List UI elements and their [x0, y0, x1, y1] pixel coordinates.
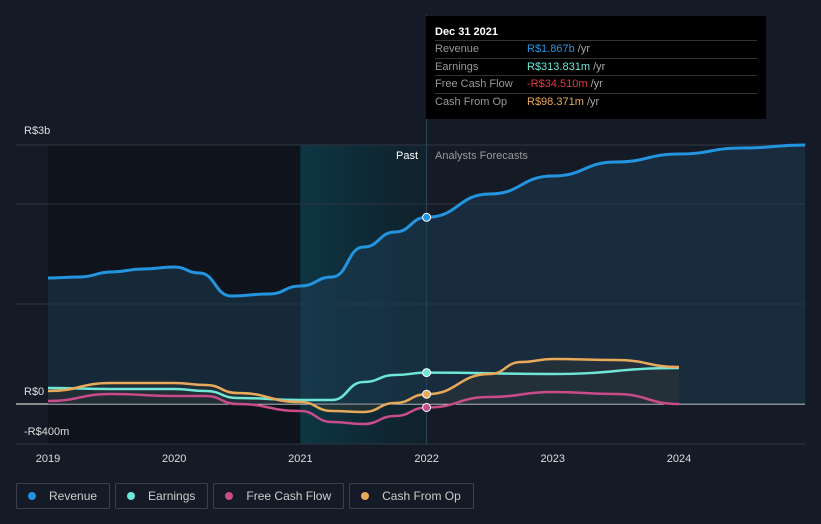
tooltip-row: Earnings R$313.831m /yr — [435, 57, 757, 76]
series-line-cash-from-op — [47, 357, 680, 414]
x-tick-label: 2023 — [541, 453, 565, 465]
legend-item-free-cash-flow[interactable]: Free Cash Flow — [213, 483, 345, 509]
legend-dot-icon — [127, 492, 136, 500]
data-point-marker — [422, 212, 432, 222]
tooltip-value: R$98.371m /yr — [527, 95, 600, 108]
legend: Revenue Earnings Free Cash Flow Cash From O… — [16, 483, 474, 509]
tooltip: Dec 31 2021 Revenue R$1.867b /yr Earnings R… — [426, 16, 766, 119]
tooltip-row: Revenue R$1.867b /yr — [435, 40, 757, 58]
data-point-marker — [422, 389, 432, 399]
tooltip-label: Earnings — [435, 60, 479, 73]
tooltip-label: Revenue — [435, 43, 480, 55]
legend-dot-icon — [225, 492, 234, 500]
series-line-revenue — [47, 143, 806, 298]
legend-label: Cash From Op — [382, 489, 461, 503]
y-tick-label: R$0 — [24, 386, 45, 398]
legend-label: Revenue — [49, 489, 98, 503]
revenue-area — [48, 145, 806, 404]
legend-dot-icon — [361, 492, 370, 500]
x-tick-label: 2021 — [288, 453, 312, 465]
tooltip-label: Cash From Op — [435, 95, 508, 108]
x-tick-label: 2024 — [667, 453, 691, 465]
legend-dot-icon — [28, 492, 36, 500]
tooltip-row: Cash From Op R$98.371m /yr — [435, 92, 757, 111]
tooltip-value: -R$34.510m /yr — [527, 78, 603, 90]
x-tick-label: 2020 — [162, 453, 186, 465]
tooltip-row: Free Cash Flow -R$34.510m /yr — [435, 75, 757, 93]
x-tick-label: 2019 — [36, 453, 60, 465]
tooltip-label: Free Cash Flow — [435, 78, 513, 90]
legend-item-revenue[interactable]: Revenue — [16, 483, 111, 509]
tooltip-date: Dec 31 2021 — [435, 26, 498, 38]
data-point-marker — [422, 368, 432, 378]
legend-item-cash-from-op[interactable]: Cash From Op — [349, 483, 474, 509]
tooltip-value: R$1.867b /yr — [527, 43, 591, 55]
chart: 2019 2020 2021 2022 2023 2024 — [16, 15, 806, 465]
y-tick-label: -R$400m — [24, 426, 70, 438]
x-tick-label: 2022 — [414, 453, 438, 465]
tooltip-value: R$313.831m /yr — [527, 60, 606, 73]
legend-item-earnings[interactable]: Earnings — [115, 483, 209, 509]
cash-from-op-area — [48, 359, 679, 412]
y-tick-label: R$3b — [24, 125, 51, 137]
data-point-marker — [422, 403, 432, 412]
legend-label: Free Cash Flow — [246, 489, 332, 503]
forecast-label: Analysts Forecasts — [435, 150, 528, 162]
past-label: Past — [396, 150, 419, 162]
legend-label: Earnings — [148, 489, 196, 503]
series-line-free-cash-flow — [47, 390, 680, 426]
